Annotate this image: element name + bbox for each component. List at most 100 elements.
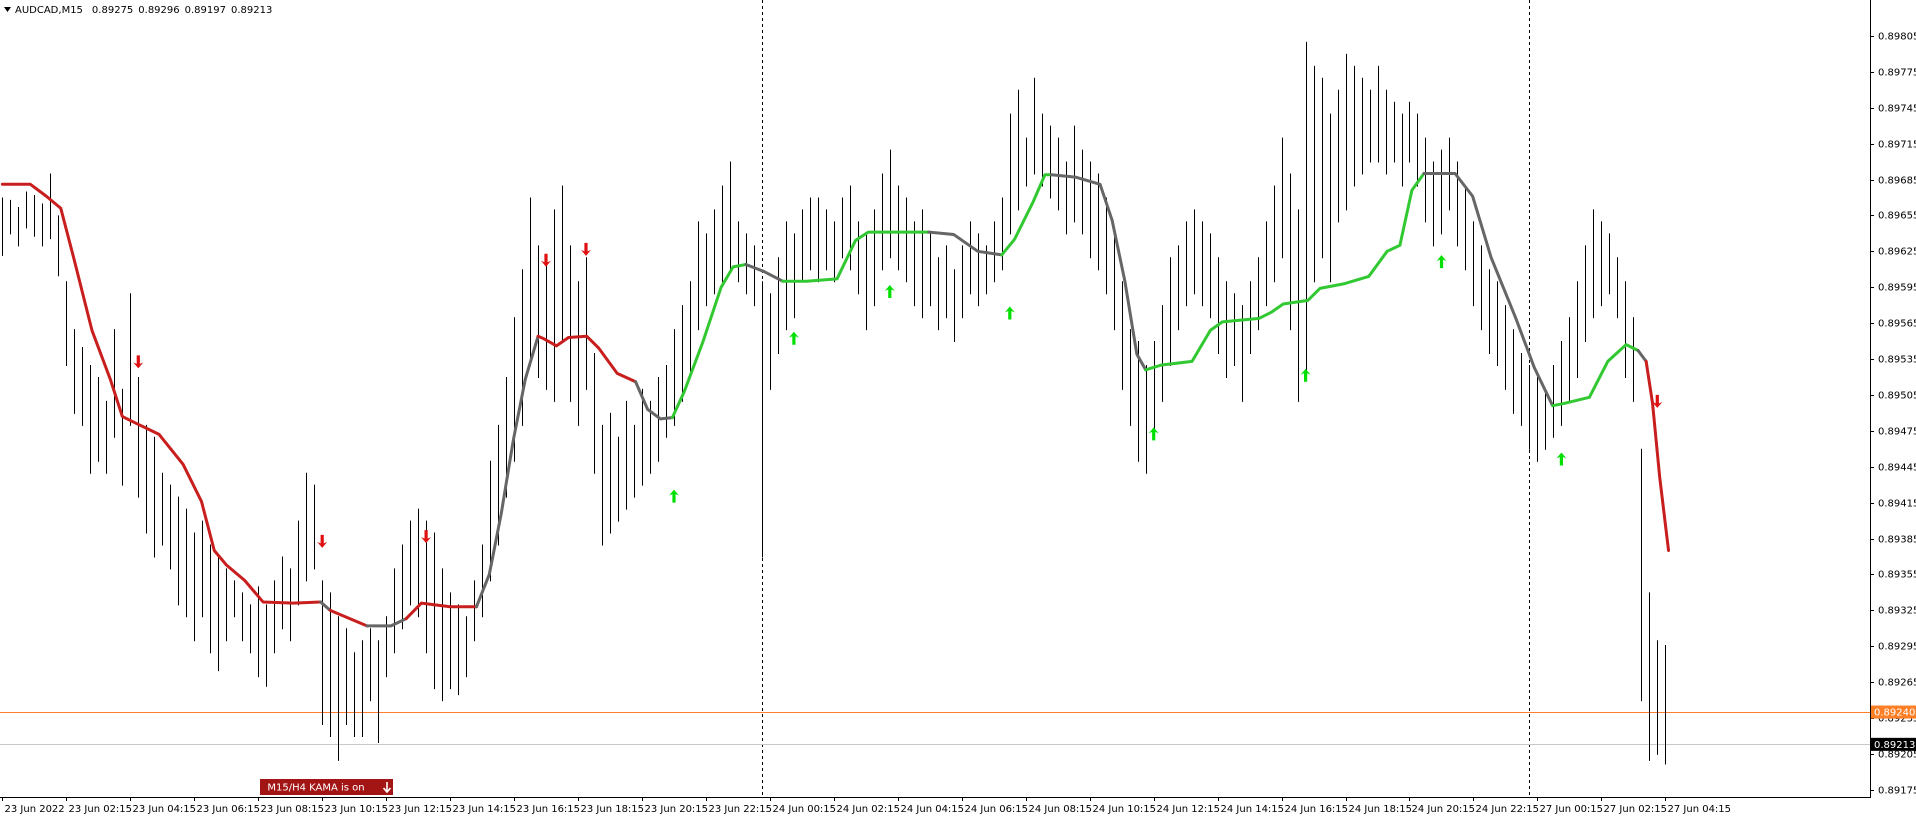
y-tick-label: 0.89295: [1878, 642, 1916, 653]
y-tick-label: 0.89505: [1878, 391, 1916, 402]
ohlc-value: 0.89213: [231, 5, 272, 16]
up-arrow: [1148, 427, 1159, 441]
down-arrow: [1652, 394, 1663, 408]
up-arrow: [669, 489, 679, 503]
x-tick-label: 23 Jun 08:15: [261, 804, 325, 815]
kama-line: [1422, 172, 1555, 408]
x-tick-label: 23 Jun 12:15: [389, 804, 453, 815]
y-tick-label: 0.89355: [1878, 570, 1916, 581]
x-tick-label: 24 Jun 04:15: [901, 804, 965, 815]
down-arrow: [421, 530, 432, 544]
x-tick-label: 23 Jun 20:15: [645, 804, 709, 815]
y-tick-label: 0.89175: [1878, 786, 1916, 797]
x-tick-label: 24 Jun 16:15: [1285, 804, 1349, 815]
x-tick-label: 24 Jun 08:15: [1029, 804, 1093, 815]
y-tick-label: 0.89745: [1878, 104, 1916, 115]
kama-line: [365, 617, 408, 628]
menu-triangle[interactable]: [4, 7, 11, 12]
x-tick-label: 27 Jun 00:15: [1540, 804, 1604, 815]
kama-line: [536, 334, 638, 384]
kama-line: [634, 380, 674, 421]
x-tick-label: 23 Jun 22:15: [709, 804, 773, 815]
kama-line: [404, 601, 478, 621]
x-tick-label: 27 Jun 02:15: [1604, 804, 1668, 815]
up-arrow: [1556, 452, 1567, 466]
x-tick-label: 24 Jun 18:15: [1349, 804, 1413, 815]
y-tick-label: 0.89235: [1878, 714, 1916, 725]
x-tick-label: 24 Jun 20:15: [1412, 804, 1476, 815]
kama-badge: M15/H4 KAMA is on: [260, 779, 393, 795]
y-tick-label: 0.89715: [1878, 140, 1916, 151]
y-tick-label: 0.89775: [1878, 68, 1916, 79]
x-tick-label: 24 Jun 10:15: [1093, 804, 1157, 815]
y-tick-label: 0.89385: [1878, 535, 1916, 546]
y-tick-label: 0.89685: [1878, 176, 1916, 187]
symbol: AUDCAD,M15: [15, 5, 83, 16]
x-tick-label: 24 Jun 00:15: [773, 804, 837, 815]
y-tick-label: 0.89475: [1878, 427, 1916, 438]
up-arrow: [884, 285, 895, 298]
y-tick-label: 0.89805: [1878, 32, 1916, 43]
y-tick-label: 0.89325: [1878, 606, 1916, 617]
kama-line: [744, 262, 785, 283]
y-tick-label: 0.89625: [1878, 247, 1916, 258]
badge-background: [260, 779, 393, 795]
x-tick-label: 23 Jun 14:15: [453, 804, 517, 815]
price-label-box: [1871, 705, 1916, 719]
down-arrow: [317, 534, 328, 548]
price-label: 0.89213: [1874, 740, 1915, 751]
x-tick-label: 27 Jun 04:15: [1668, 804, 1732, 815]
x-tick-label: 24 Jun 12:15: [1157, 804, 1221, 815]
price-label: 0.89240: [1874, 708, 1915, 719]
x-tick-label: 23 Jun 04:15: [133, 804, 197, 815]
x-tick-label: 23 Jun 2022: [5, 804, 65, 815]
ohlc-value: 0.89275: [92, 5, 133, 16]
kama-line: [328, 608, 369, 628]
y-tick-label: 0.89265: [1878, 678, 1916, 689]
kama-line: [1644, 359, 1671, 552]
x-tick-label: 23 Jun 02:15: [69, 804, 133, 815]
x-tick-label: 23 Jun 18:15: [581, 804, 645, 815]
ohlc-value: 0.89197: [185, 5, 226, 16]
x-tick-label: 24 Jun 02:15: [837, 804, 901, 815]
kama-line: [1551, 343, 1640, 408]
up-arrow: [1004, 306, 1015, 320]
kama-line: [1000, 173, 1053, 257]
y-tick-label: 0.89205: [1878, 750, 1916, 761]
y-tick-label: 0.89565: [1878, 319, 1916, 330]
up-arrow: [788, 331, 799, 345]
kama-line: [670, 262, 748, 420]
y-tick-label: 0.89415: [1878, 499, 1916, 510]
down-arrow: [133, 355, 144, 369]
up-arrow: [1300, 368, 1311, 382]
x-tick-label: 23 Jun 16:15: [517, 804, 581, 815]
kama-line: [319, 600, 332, 612]
y-tick-label: 0.89595: [1878, 283, 1916, 294]
plot-area: [0, 0, 1870, 797]
kama-line: [781, 230, 931, 283]
badge-arrow-icon: [382, 782, 392, 794]
x-tick-label: 24 Jun 22:15: [1476, 804, 1540, 815]
up-arrow: [1436, 255, 1447, 269]
down-arrow: [581, 242, 591, 256]
y-tick-label: 0.89445: [1878, 463, 1916, 474]
x-tick-label: 24 Jun 06:15: [965, 804, 1029, 815]
kama-line: [1144, 172, 1426, 372]
kama-line: [0, 182, 323, 605]
x-tick-label: 23 Jun 06:15: [197, 804, 261, 815]
ohlc-value: 0.89296: [138, 5, 179, 16]
kama-line: [927, 230, 1004, 257]
kama-line: [474, 334, 540, 609]
badge-text: M15/H4 KAMA is on: [267, 783, 364, 794]
y-tick-label: 0.89655: [1878, 211, 1916, 222]
price-label-box: [1871, 737, 1916, 751]
kama-line: [1636, 349, 1648, 363]
y-tick-label: 0.89535: [1878, 355, 1916, 366]
x-tick-label: 24 Jun 14:15: [1221, 804, 1285, 815]
x-tick-label: 23 Jun 10:15: [325, 804, 389, 815]
chart-header: AUDCAD,M15 0.89275 0.89296 0.89197 0.89213: [15, 5, 272, 16]
down-arrow: [541, 253, 551, 267]
